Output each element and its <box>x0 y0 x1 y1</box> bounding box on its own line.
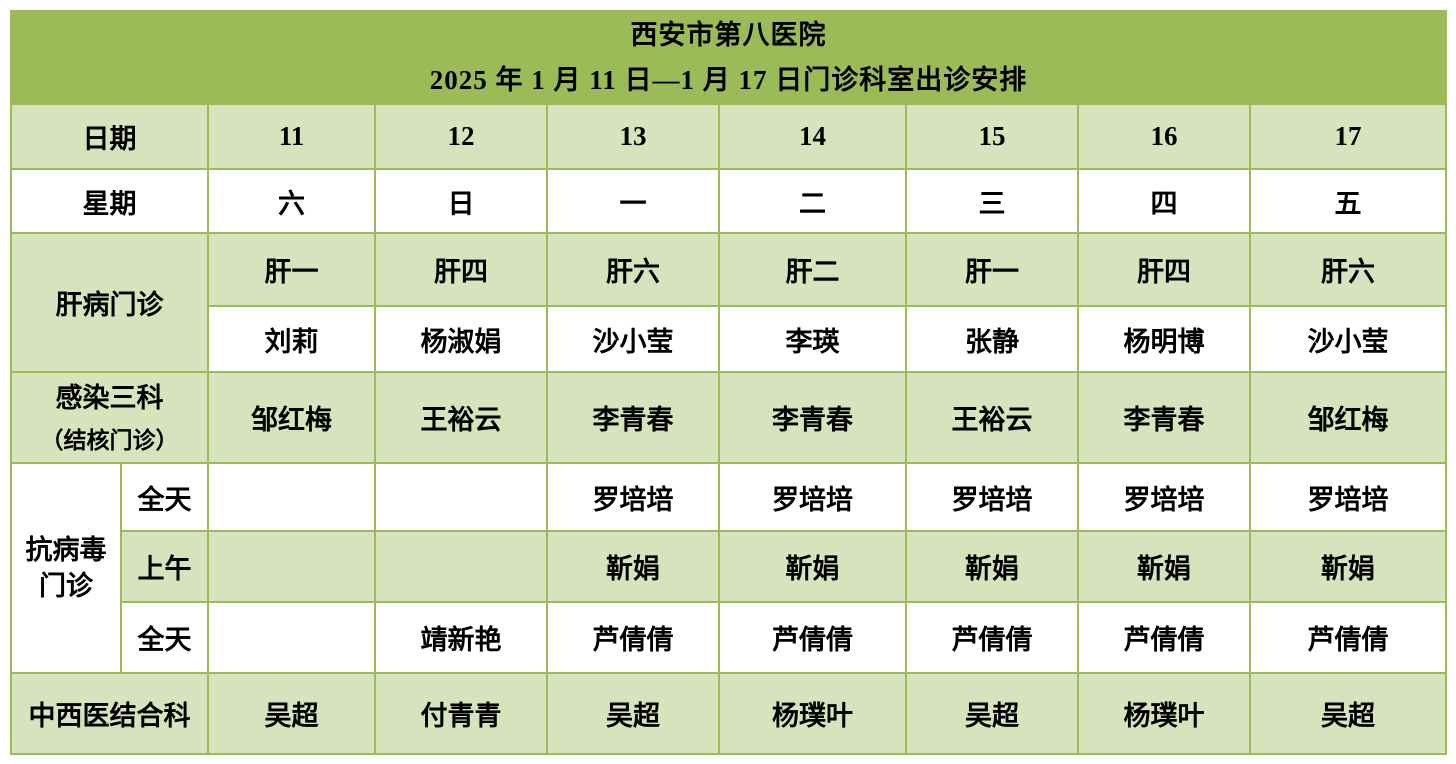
antiviral-doctor-cell: 芦倩倩 <box>1248 601 1448 674</box>
antiviral-doctor-cell: 罗培培 <box>718 462 907 532</box>
weekday-cell: 一 <box>546 168 720 234</box>
tcm-doctor-cell: 吴超 <box>546 672 720 755</box>
antiviral-doctor-cell: 芦倩倩 <box>718 601 907 674</box>
tcm-doctor-cell: 吴超 <box>905 672 1079 755</box>
liver-doctor-cell: 杨明博 <box>1077 305 1251 373</box>
antiviral-doctor-cell <box>374 530 548 603</box>
schedule-date-range: 2025 年 1 月 11 日—1 月 17 日门诊科室出诊安排 <box>429 64 1028 95</box>
infection-doctor-cell: 王裕云 <box>905 371 1079 464</box>
liver-doctor-cell: 刘莉 <box>207 305 376 373</box>
infection-doctor-cell: 王裕云 <box>374 371 548 464</box>
infection-dept-name: 感染三科 <box>55 383 164 414</box>
clinic-schedule-table: 西安市第八医院 2025 年 1 月 11 日—1 月 17 日门诊科室出诊安排… <box>9 10 1448 755</box>
antiviral-time-label: 全天 <box>120 462 209 532</box>
antiviral-doctor-cell <box>207 601 376 674</box>
weekday-cell: 日 <box>374 168 548 234</box>
liver-clinic-cell: 肝四 <box>1077 232 1251 307</box>
infection-dept-label: 感染三科 （结核门诊） <box>10 371 209 464</box>
infection-doctor-cell: 李青春 <box>546 371 720 464</box>
date-row-label: 日期 <box>10 103 209 170</box>
antiviral-doctor-cell: 芦倩倩 <box>546 601 720 674</box>
weekday-cell: 二 <box>718 168 907 234</box>
antiviral-doctor-cell: 罗培培 <box>1248 462 1448 532</box>
table-title: 西安市第八医院 2025 年 1 月 11 日—1 月 17 日门诊科室出诊安排 <box>9 10 1448 105</box>
antiviral-doctor-cell: 靳娟 <box>546 530 720 603</box>
hospital-name: 西安市第八医院 <box>630 19 827 50</box>
weekday-cell: 五 <box>1248 168 1448 234</box>
infection-doctor-cell: 李青春 <box>718 371 907 464</box>
antiviral-doctor-cell: 罗培培 <box>546 462 720 532</box>
antiviral-time-label: 全天 <box>120 601 209 674</box>
date-cell: 16 <box>1077 103 1251 170</box>
weekday-cell: 六 <box>207 168 376 234</box>
antiviral-doctor-cell <box>207 530 376 603</box>
infection-doctor-cell: 邹红梅 <box>1248 371 1448 464</box>
week-row-label: 星期 <box>10 168 209 234</box>
liver-doctor-cell: 沙小莹 <box>546 305 720 373</box>
antiviral-doctor-cell: 芦倩倩 <box>905 601 1079 674</box>
date-cell: 17 <box>1248 103 1448 170</box>
liver-clinic-cell: 肝一 <box>905 232 1079 307</box>
date-cell: 12 <box>374 103 548 170</box>
antiviral-doctor-cell <box>374 462 548 532</box>
antiviral-doctor-cell: 靳娟 <box>718 530 907 603</box>
tcm-doctor-cell: 吴超 <box>207 672 376 755</box>
date-cell: 15 <box>905 103 1079 170</box>
liver-doctor-cell: 李瑛 <box>718 305 907 373</box>
antiviral-clinic-name-line2: 门诊 <box>39 571 93 601</box>
liver-doctor-cell: 沙小莹 <box>1248 305 1448 373</box>
tcm-doctor-cell: 付青青 <box>374 672 548 755</box>
antiviral-doctor-cell: 罗培培 <box>1077 462 1251 532</box>
liver-doctor-cell: 杨淑娟 <box>374 305 548 373</box>
liver-clinic-label: 肝病门诊 <box>10 232 209 373</box>
liver-clinic-cell: 肝一 <box>207 232 376 307</box>
weekday-cell: 三 <box>905 168 1079 234</box>
antiviral-clinic-label: 抗病毒 门诊 <box>10 462 122 674</box>
antiviral-doctor-cell: 靳娟 <box>905 530 1079 603</box>
date-cell: 13 <box>546 103 720 170</box>
liver-clinic-cell: 肝六 <box>546 232 720 307</box>
liver-clinic-cell: 肝二 <box>718 232 907 307</box>
tcm-dept-label: 中西医结合科 <box>10 672 209 755</box>
infection-doctor-cell: 李青春 <box>1077 371 1251 464</box>
antiviral-doctor-cell: 靳娟 <box>1077 530 1251 603</box>
date-cell: 11 <box>207 103 376 170</box>
liver-clinic-cell: 肝六 <box>1248 232 1448 307</box>
antiviral-doctor-cell: 靖新艳 <box>374 601 548 674</box>
antiviral-doctor-cell: 靳娟 <box>1248 530 1448 603</box>
infection-dept-subname: （结核门诊） <box>40 427 179 453</box>
antiviral-doctor-cell <box>207 462 376 532</box>
tcm-doctor-cell: 杨璞叶 <box>1077 672 1251 755</box>
antiviral-time-label: 上午 <box>120 530 209 603</box>
tcm-doctor-cell: 吴超 <box>1248 672 1448 755</box>
liver-clinic-cell: 肝四 <box>374 232 548 307</box>
infection-doctor-cell: 邹红梅 <box>207 371 376 464</box>
liver-doctor-cell: 张静 <box>905 305 1079 373</box>
antiviral-clinic-name-line1: 抗病毒 <box>25 534 107 565</box>
weekday-cell: 四 <box>1077 168 1251 234</box>
antiviral-doctor-cell: 罗培培 <box>905 462 1079 532</box>
date-cell: 14 <box>718 103 907 170</box>
tcm-doctor-cell: 杨璞叶 <box>718 672 907 755</box>
antiviral-doctor-cell: 芦倩倩 <box>1077 601 1251 674</box>
